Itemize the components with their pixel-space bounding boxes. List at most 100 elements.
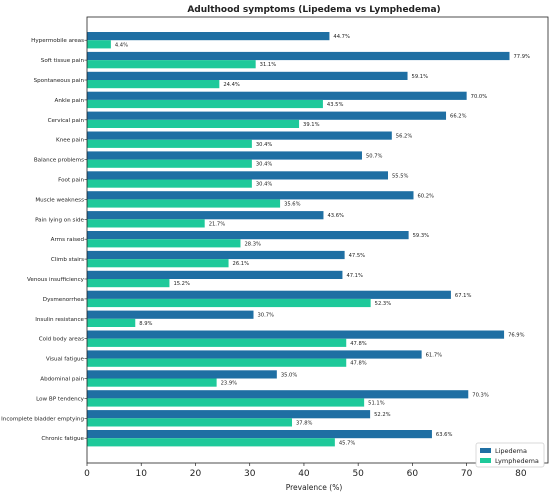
value-label: 56.2% bbox=[396, 134, 413, 140]
value-label: 59.1% bbox=[412, 74, 429, 80]
category-label: Balance problems bbox=[34, 158, 84, 164]
bar-lipedema-4 bbox=[87, 111, 447, 120]
value-label: 47.8% bbox=[350, 341, 367, 347]
category-label: Incomplete bladder emptying bbox=[1, 416, 84, 422]
category-label: Climb stairs bbox=[51, 257, 84, 263]
category-label: Cold body areas bbox=[39, 337, 84, 343]
value-label: 47.5% bbox=[349, 253, 366, 259]
bar-lymphedema-19 bbox=[87, 418, 293, 427]
bar-lymphedema-6 bbox=[87, 159, 252, 168]
category-label: Arms raised bbox=[51, 237, 85, 243]
bar-lipedema-8 bbox=[87, 191, 414, 200]
bar-lipedema-0 bbox=[87, 32, 330, 41]
value-label: 37.8% bbox=[296, 420, 313, 426]
plot-area: 44.7% 4.4% Hypermobile areas 77.9% 31.1% Soft… bbox=[1, 32, 530, 479]
bar-lymphedema-18 bbox=[87, 398, 365, 407]
bar-lipedema-10 bbox=[87, 231, 409, 240]
value-label: 30.4% bbox=[256, 162, 273, 168]
bar-lymphedema-3 bbox=[87, 99, 323, 109]
value-label: 66.2% bbox=[450, 114, 467, 120]
x-tick-label: 30 bbox=[244, 469, 256, 479]
category-label: Dysmenorrhea bbox=[43, 297, 84, 303]
bar-lipedema-14 bbox=[87, 310, 254, 319]
value-label: 44.7% bbox=[333, 34, 350, 40]
category-label: Visual fatigue bbox=[46, 357, 85, 363]
value-label: 43.5% bbox=[327, 102, 344, 108]
category-label: Soft tissue pain bbox=[41, 58, 85, 64]
category-label: Spontaneous pain bbox=[34, 78, 85, 84]
x-axis-label: Prevalence (%) bbox=[286, 483, 343, 492]
value-label: 52.3% bbox=[375, 301, 392, 307]
category-label: Venous insufficiency bbox=[27, 277, 85, 283]
category-label: Foot pain bbox=[58, 178, 84, 184]
value-label: 23.9% bbox=[221, 381, 238, 387]
category-label: Knee pain bbox=[56, 138, 84, 144]
x-tick-label: 10 bbox=[136, 469, 148, 479]
bar-lymphedema-13 bbox=[87, 298, 371, 308]
value-label: 76.9% bbox=[508, 333, 525, 339]
category-label: Low BP tendency bbox=[36, 396, 85, 402]
legend-box bbox=[475, 442, 545, 468]
value-label: 61.7% bbox=[426, 353, 443, 359]
legend-label: Lipedema bbox=[495, 447, 527, 455]
value-label: 52.2% bbox=[374, 412, 391, 418]
bar-lipedema-2 bbox=[87, 71, 408, 80]
category-label: Hypermobile areas bbox=[31, 38, 84, 44]
bar-lipedema-11 bbox=[87, 250, 345, 260]
value-label: 60.2% bbox=[417, 193, 434, 199]
bar-lymphedema-1 bbox=[87, 60, 256, 69]
value-label: 24.4% bbox=[223, 82, 240, 88]
value-label: 31.1% bbox=[260, 62, 277, 68]
category-label: Cervical pain bbox=[48, 118, 85, 124]
value-label: 39.1% bbox=[303, 122, 320, 128]
value-label: 63.6% bbox=[436, 432, 453, 438]
bar-lymphedema-5 bbox=[87, 139, 252, 148]
bar-lymphedema-2 bbox=[87, 80, 220, 89]
bar-lymphedema-4 bbox=[87, 119, 300, 128]
category-label: Chronic fatigue bbox=[41, 436, 84, 442]
bar-lipedema-9 bbox=[87, 211, 324, 220]
bar-lipedema-7 bbox=[87, 171, 389, 180]
x-tick-label: 0 bbox=[84, 469, 90, 479]
value-label: 35.0% bbox=[281, 372, 298, 378]
category-label: Abdominal pain bbox=[40, 377, 84, 383]
bar-lymphedema-20 bbox=[87, 438, 335, 447]
value-label: 30.7% bbox=[258, 313, 275, 319]
value-label: 77.9% bbox=[513, 54, 530, 60]
value-label: 47.8% bbox=[350, 361, 367, 367]
category-label: Insulin resistance bbox=[35, 317, 84, 323]
bar-lymphedema-10 bbox=[87, 239, 241, 248]
value-label: 30.4% bbox=[256, 182, 273, 188]
value-label: 67.1% bbox=[455, 293, 472, 299]
value-label: 26.1% bbox=[233, 261, 250, 267]
x-tick-label: 60 bbox=[407, 469, 419, 479]
bar-lipedema-1 bbox=[87, 51, 510, 61]
x-tick-label: 40 bbox=[298, 469, 310, 479]
bar-lipedema-12 bbox=[87, 270, 343, 279]
bar-lipedema-6 bbox=[87, 151, 362, 160]
bar-lymphedema-17 bbox=[87, 378, 217, 387]
value-label: 59.3% bbox=[413, 233, 430, 239]
category-label: Pain lying on side bbox=[35, 217, 84, 223]
value-label: 45.7% bbox=[339, 440, 356, 446]
bar-lymphedema-0 bbox=[87, 40, 111, 49]
value-label: 4.4% bbox=[115, 42, 128, 48]
bar-lipedema-17 bbox=[87, 370, 277, 379]
value-label: 70.3% bbox=[472, 392, 489, 398]
chart-title: Adulthood symptoms (Lipedema vs Lymphede… bbox=[187, 5, 440, 15]
bar-lymphedema-8 bbox=[87, 199, 281, 208]
value-label: 28.3% bbox=[244, 241, 261, 247]
bar-lymphedema-7 bbox=[87, 179, 252, 188]
value-label: 55.5% bbox=[392, 173, 409, 179]
bar-lymphedema-15 bbox=[87, 338, 347, 347]
x-tick-label: 70 bbox=[461, 469, 473, 479]
bar-lymphedema-16 bbox=[87, 358, 347, 367]
plot-frame bbox=[86, 16, 549, 464]
bar-lymphedema-14 bbox=[87, 318, 136, 327]
value-label: 35.6% bbox=[284, 202, 301, 208]
x-tick-label: 50 bbox=[352, 469, 364, 479]
bar-lipedema-16 bbox=[87, 350, 422, 359]
bar-lymphedema-12 bbox=[87, 279, 170, 288]
bar-lipedema-3 bbox=[87, 91, 467, 100]
bar-lipedema-13 bbox=[87, 290, 451, 299]
